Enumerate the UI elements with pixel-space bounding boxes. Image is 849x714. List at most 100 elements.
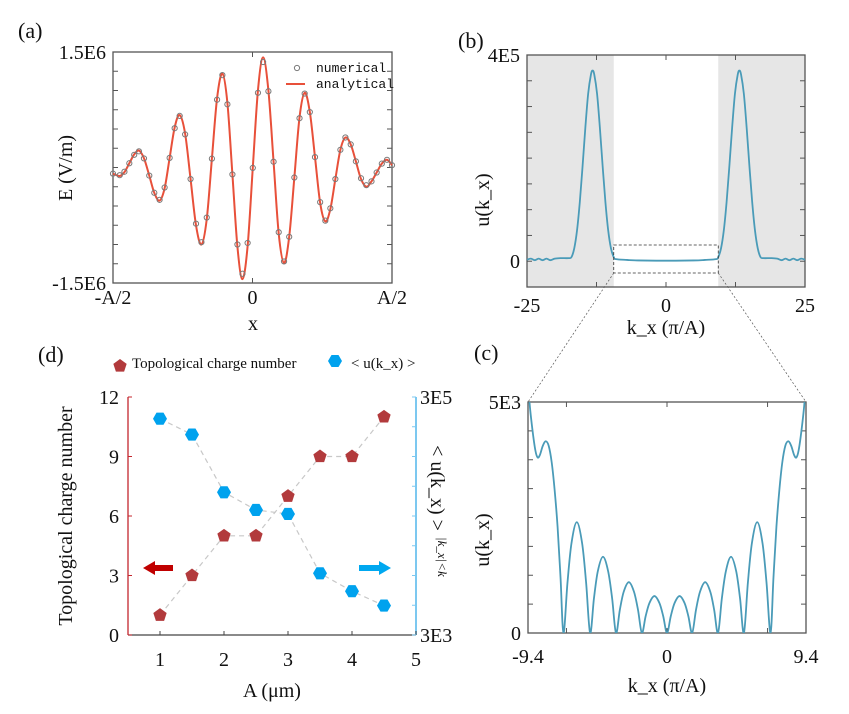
panel-b-x-tick-label: 25 — [795, 295, 815, 317]
panel-d-x-axis-label: A (μm) — [243, 680, 301, 702]
numerical-point — [239, 270, 246, 277]
u-point — [185, 428, 199, 441]
numerical-point — [368, 178, 375, 185]
panel-d-x-tick-label: 2 — [219, 649, 229, 671]
charge-point — [377, 409, 391, 423]
numerical-point — [161, 184, 168, 191]
numerical-point — [327, 205, 334, 212]
panel-d-y-tick-label: 9 — [109, 447, 119, 469]
numerical-point — [322, 217, 329, 224]
analytical-line — [112, 56, 393, 281]
numerical-point — [260, 58, 267, 66]
shaded-region — [527, 55, 614, 287]
legend-numerical-label: numerical — [316, 61, 386, 76]
u-point — [281, 507, 295, 521]
panel-c-x-tick-label: 0 — [662, 646, 672, 668]
panel-a-x-tick-label: 0 — [248, 287, 258, 309]
u-point — [345, 585, 359, 598]
numerical-point — [116, 172, 123, 179]
legend-charge-marker — [113, 359, 127, 372]
numerical-point — [182, 131, 189, 138]
numerical-point — [347, 141, 354, 148]
numerical-point — [109, 170, 117, 177]
numerical-point — [337, 146, 344, 153]
panel-b-x-tick-label: -25 — [514, 295, 541, 317]
panel-c-y-tick-label: 5E3 — [489, 392, 521, 414]
numerical-point — [219, 72, 226, 79]
numerical-point — [306, 108, 313, 116]
panel-d-x-tick-label: 1 — [155, 649, 165, 671]
numerical-point — [301, 90, 308, 97]
right-axis-arrow-icon — [359, 561, 391, 575]
panel-c-x-tick-label: -9.4 — [512, 646, 544, 668]
left-axis-arrow-icon — [143, 561, 173, 575]
numerical-point — [286, 233, 293, 240]
numerical-point — [171, 125, 178, 132]
panel-d-x-tick-label: 5 — [411, 649, 421, 671]
numerical-point — [126, 160, 133, 167]
numerical-point — [363, 182, 370, 189]
legend-numerical-marker — [293, 64, 301, 72]
numerical-point — [270, 158, 277, 165]
panel-b-y-tick-label: 0 — [510, 251, 520, 273]
panel-letter-d: (d) — [38, 342, 64, 367]
u-kx-line — [526, 69, 806, 262]
panel-a-x-axis-label: x — [248, 313, 258, 335]
panel-c-y-axis-label: u(k_x) — [472, 513, 494, 566]
panel-a-y-tick-label: -1.5E6 — [52, 273, 106, 295]
numerical-point — [187, 175, 194, 183]
legend-u-marker — [328, 354, 342, 368]
panel-c-y-tick-label: 0 — [511, 623, 521, 645]
panel-d-y2-axis-label-subscript: |k_x|<k — [435, 537, 450, 577]
numerical-point — [203, 214, 210, 221]
numerical-point — [156, 196, 163, 203]
panel-d-y-tick-label: 12 — [99, 387, 119, 409]
shaded-region — [718, 55, 805, 287]
u-point — [153, 412, 167, 425]
numerical-point — [280, 258, 288, 265]
numerical-point — [265, 88, 272, 95]
u-point — [377, 599, 391, 612]
panel-d-y2-axis-label: < u(k_x) > — [426, 445, 448, 531]
numerical-point — [249, 164, 256, 171]
panel-c-frame — [527, 401, 807, 634]
u-kx-zoomed-line — [528, 402, 806, 633]
panel-letter-b: (b) — [458, 28, 484, 53]
panel-c-x-axis-label: k_x (π/A) — [628, 675, 706, 697]
panel-d-y2-tick-label: 3E5 — [420, 387, 452, 409]
numerical-point — [198, 239, 205, 246]
numerical-point — [373, 169, 380, 176]
numerical-point — [378, 160, 385, 167]
panel-a-x-tick-label: A/2 — [377, 287, 407, 309]
numerical-point — [357, 175, 365, 182]
legend-analytical-label: analytical — [316, 77, 394, 92]
numerical-point — [383, 156, 391, 163]
panel-d-y-tick-label: 3 — [109, 566, 119, 588]
numerical-point — [131, 151, 138, 158]
numerical-point — [332, 175, 339, 183]
numerical-point — [146, 172, 153, 179]
numerical-point — [291, 174, 298, 181]
numerical-point — [140, 155, 148, 162]
panel-a-y-axis-label: E (V/m) — [55, 135, 77, 201]
panel-d-y-tick-label: 0 — [109, 625, 119, 647]
numerical-point — [388, 162, 396, 169]
u-point — [217, 486, 231, 499]
numerical-point — [176, 112, 183, 120]
zoom-connector-left — [527, 272, 615, 403]
numerical-point — [224, 101, 231, 108]
charge-point — [153, 608, 167, 621]
numerical-point — [317, 199, 324, 206]
panel-d-y2-tick-label: 3E3 — [420, 625, 452, 647]
numerical-point — [151, 189, 158, 196]
legend-charge-label: Topological charge number — [132, 356, 296, 372]
charge-point — [185, 568, 199, 582]
numerical-point — [342, 134, 349, 141]
panel-a-y-tick-label: 1.5E6 — [59, 42, 106, 64]
numerical-point — [208, 155, 216, 162]
u-connector — [159, 418, 385, 607]
numerical-point — [254, 89, 262, 96]
